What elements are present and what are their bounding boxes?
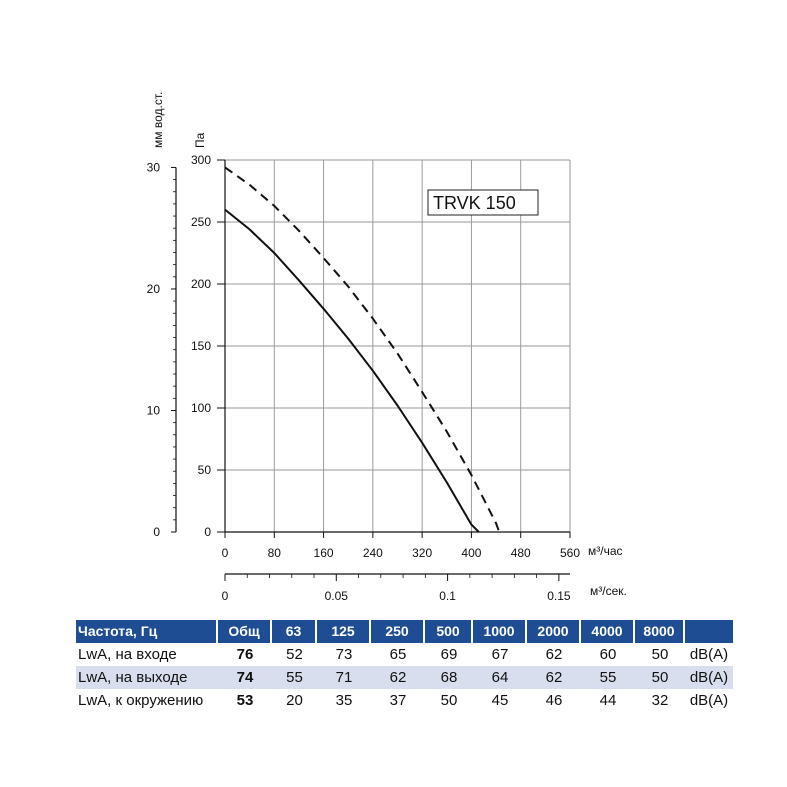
x2-tick-label: 0.05 <box>325 589 349 603</box>
cell-8000: 50 <box>651 646 669 663</box>
row-label: LwA, к окружению <box>78 692 204 709</box>
row-unit: dB(A) <box>689 646 729 663</box>
cell-2000: 62 <box>545 646 563 663</box>
y-tick-label: 50 <box>198 463 212 477</box>
cell-125: 73 <box>335 646 353 663</box>
x-tick-label: 400 <box>461 546 481 560</box>
model-label: TRVK 150 <box>433 193 516 213</box>
y-axis-mm: 0 10 20 30 <box>147 160 177 539</box>
table-row-outlet: LwA, на выходе 74 55 71 62 68 64 62 55 5… <box>76 666 733 689</box>
series-line-dashed <box>224 166 501 533</box>
cell-63: 55 <box>272 666 317 689</box>
y2-tick-label: 10 <box>147 403 161 417</box>
header-unit <box>685 620 733 643</box>
table-row-surroundings: LwA, к окружению 53 20 35 37 50 45 46 44… <box>76 689 733 712</box>
cell-125: 71 <box>317 666 371 689</box>
y-tick-label: 200 <box>191 277 211 291</box>
header-total: Общ <box>218 620 272 643</box>
cell-125: 35 <box>335 692 353 709</box>
cell-8000: 32 <box>651 692 669 709</box>
cell-2000: 46 <box>545 692 563 709</box>
header-4000: 4000 <box>581 620 635 643</box>
table-header-row: Частота, Гц Общ 63 125 250 500 1000 2000… <box>76 620 733 643</box>
row-total: 74 <box>218 666 272 689</box>
x2-tick-label: 0 <box>222 589 229 603</box>
y2-tick-label: 0 <box>153 525 160 539</box>
row-total: 76 <box>236 646 254 663</box>
x-axis-m3s: 0 0.05 0.1 0.15 <box>222 573 571 603</box>
sound-power-table: Частота, Гц Общ 63 125 250 500 1000 2000… <box>76 620 733 712</box>
header-125: 125 <box>317 620 371 643</box>
y-axis-label-pa: Па <box>193 132 207 148</box>
model-label-box: TRVK 150 <box>427 189 539 216</box>
y-tick-label: 0 <box>204 525 211 539</box>
cell-1000: 64 <box>473 666 527 689</box>
cell-4000: 55 <box>581 666 635 689</box>
y2-axis-label-mm: мм вод.ст. <box>151 92 165 148</box>
cell-1000: 45 <box>491 692 509 709</box>
x-tick-label: 0 <box>222 546 229 560</box>
cell-63: 52 <box>286 646 303 663</box>
header-1000: 1000 <box>473 620 527 643</box>
cell-500: 69 <box>440 646 458 663</box>
cell-63: 20 <box>286 692 303 709</box>
row-total: 53 <box>236 692 254 709</box>
x-axis-label-m3h: м³/час <box>588 544 623 558</box>
header-250: 250 <box>371 620 425 643</box>
cell-500: 50 <box>440 692 458 709</box>
fan-performance-chart: 0 50 100 150 200 250 300 0 10 20 30 0 80 160 240 320 4… <box>147 92 627 603</box>
y-axis-pa: 0 50 100 150 200 250 300 <box>191 153 225 539</box>
header-63: 63 <box>272 620 317 643</box>
header-frequency: Частота, Гц <box>76 620 218 643</box>
row-label: LwA, на входе <box>78 646 177 663</box>
x-tick-label: 560 <box>560 546 580 560</box>
cell-4000: 60 <box>599 646 617 663</box>
table-row-inlet: LwA, на входе 76 52 73 65 69 67 62 60 50… <box>76 643 733 666</box>
x-axis-m3h: 0 80 160 240 320 400 480 560 <box>222 532 580 560</box>
y-tick-label: 250 <box>191 215 211 229</box>
x-tick-label: 80 <box>268 546 282 560</box>
cell-250: 37 <box>389 692 407 709</box>
x-tick-label: 160 <box>314 546 334 560</box>
header-500: 500 <box>425 620 473 643</box>
x-tick-label: 480 <box>511 546 531 560</box>
cell-250: 65 <box>389 646 407 663</box>
y-tick-label: 300 <box>191 153 211 167</box>
cell-500: 68 <box>425 666 473 689</box>
y2-tick-label: 20 <box>147 282 161 296</box>
x-tick-label: 240 <box>363 546 383 560</box>
x2-axis-label-m3s: м³/сек. <box>590 584 627 598</box>
x2-tick-label: 0.1 <box>439 589 456 603</box>
row-unit: dB(A) <box>685 666 733 689</box>
y2-tick-label: 30 <box>147 160 161 174</box>
cell-1000: 67 <box>491 646 509 663</box>
x-tick-label: 320 <box>412 546 432 560</box>
x2-tick-label: 0.15 <box>547 589 571 603</box>
series-line-solid <box>224 208 480 533</box>
row-label: LwA, на выходе <box>76 666 218 689</box>
chart-grid <box>224 159 571 533</box>
row-unit: dB(A) <box>689 692 729 709</box>
y-tick-label: 150 <box>191 339 211 353</box>
cell-4000: 44 <box>599 692 617 709</box>
header-2000: 2000 <box>527 620 581 643</box>
cell-250: 62 <box>371 666 425 689</box>
chart-series <box>224 166 501 533</box>
cell-2000: 62 <box>527 666 581 689</box>
cell-8000: 50 <box>635 666 685 689</box>
header-8000: 8000 <box>635 620 685 643</box>
y-tick-label: 100 <box>191 401 211 415</box>
